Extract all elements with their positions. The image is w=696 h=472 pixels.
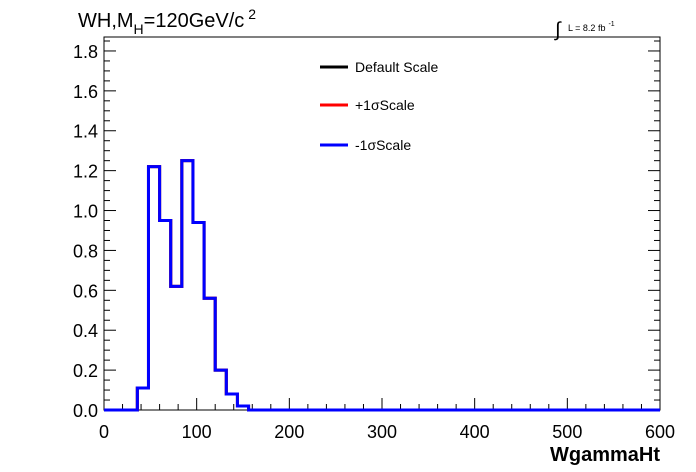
title-superscript: 2 (248, 6, 256, 22)
x-axis-label: WgammaHt (550, 444, 660, 466)
legend: Default Scale +1σScale -1σScale (320, 59, 438, 153)
y-tick-label: 1.4 (73, 122, 98, 142)
luminosity-text: L = 8.2 fb (568, 23, 605, 33)
title-subscript: H (134, 21, 144, 37)
x-tick-label: 400 (460, 422, 490, 442)
plot-frame (103, 36, 661, 411)
title-suffix: =120GeV/c (144, 10, 245, 32)
y-axis: 0.0 0.2 0.4 0.6 0.8 1.0 1.2 1.4 1.6 1.8 (73, 40, 660, 421)
luminosity-integral: ∫ (554, 19, 562, 41)
series-line-2 (104, 159, 660, 412)
legend-label: +1σScale (355, 97, 415, 113)
luminosity-label: L = 8.2 fb -1 (568, 21, 615, 33)
title-prefix: WH,M (78, 10, 134, 32)
y-tick-label: 1.2 (73, 162, 98, 182)
y-tick-label: 1.6 (73, 82, 98, 102)
chart-title: WH,MH=120GeV/c 2 (78, 6, 256, 37)
y-tick-label: 0.2 (73, 361, 98, 381)
x-tick-label: 300 (367, 422, 397, 442)
series-line-0 (104, 159, 660, 412)
y-tick-label: 0.6 (73, 281, 98, 301)
y-tick-label: 1.0 (73, 202, 98, 222)
y-tick-label: 0.0 (73, 401, 98, 421)
y-tick-label: 0.8 (73, 241, 98, 261)
x-tick-label: 0 (99, 422, 109, 442)
luminosity-superscript: -1 (608, 21, 614, 28)
series-layer (104, 159, 660, 412)
x-tick-label: 200 (274, 422, 304, 442)
x-tick-label: 600 (645, 422, 675, 442)
x-axis: 0 100 200 300 400 500 600 (99, 398, 675, 442)
y-tick-label: 1.8 (73, 42, 98, 62)
x-tick-label: 100 (182, 422, 212, 442)
x-tick-label: 500 (552, 422, 582, 442)
legend-label: Default Scale (355, 59, 438, 75)
legend-label: -1σScale (355, 137, 411, 153)
y-tick-label: 0.4 (73, 321, 98, 341)
series-line-1 (104, 159, 660, 412)
